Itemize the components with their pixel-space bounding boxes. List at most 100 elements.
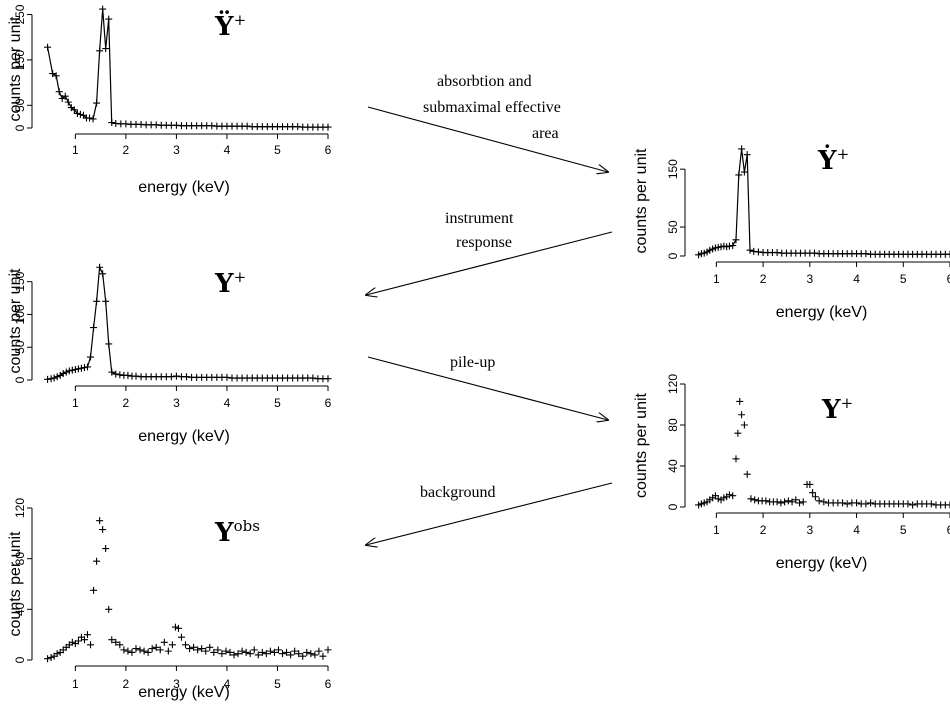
y-tick-label: 0	[666, 503, 680, 510]
y-tick-label: 150	[666, 159, 680, 179]
x-tick-label: 4	[224, 396, 231, 410]
data-point	[862, 500, 870, 508]
y-tick-label: 0	[13, 376, 27, 383]
data-point	[746, 246, 754, 254]
data-point	[743, 470, 751, 478]
y-tick-label: 0	[13, 656, 27, 663]
panel-title: Y+	[821, 394, 853, 425]
data-point	[132, 372, 140, 380]
chart-panel-y-dot-plus: 0 50 150 1 2 3 4 5 6 energy (keV) counts per unit Ẏ…	[633, 144, 950, 321]
data-point	[168, 641, 176, 649]
panel-title-main: Y	[821, 395, 841, 425]
panel-title-main: Ÿ	[214, 10, 234, 42]
y-tick-label: 120	[666, 374, 680, 394]
data-point	[77, 364, 85, 372]
x-tick-label: 5	[274, 677, 281, 691]
series-line	[47, 264, 328, 380]
data-point	[736, 397, 744, 405]
y-axis-label: counts per unit	[7, 268, 24, 374]
data-point	[303, 648, 311, 656]
data-point	[116, 641, 124, 649]
y-tick-label: 50	[666, 220, 680, 234]
data-point	[183, 373, 191, 381]
data-point	[68, 638, 76, 646]
data-point	[62, 368, 70, 376]
data-point	[47, 375, 55, 383]
data-point	[773, 249, 781, 257]
data-point	[190, 643, 198, 651]
panel-title: Yobs	[214, 517, 260, 548]
data-point	[83, 363, 91, 371]
data-point	[806, 480, 814, 488]
data-point	[93, 99, 101, 107]
data-point	[99, 526, 107, 534]
data-point	[108, 119, 116, 127]
x-tick-label: 1	[72, 677, 79, 691]
data-point	[274, 646, 282, 654]
data-point	[904, 500, 912, 508]
panel-title: Ẏ+	[817, 144, 849, 176]
data-point	[152, 643, 160, 651]
arrow-instrument-label-1: instrument	[445, 210, 514, 227]
arrow-pile-up-label: pile-up	[450, 354, 495, 371]
data-point	[324, 123, 332, 131]
x-tick-label: 4	[224, 143, 231, 157]
data-point	[750, 247, 758, 255]
y-tick-label: 80	[666, 418, 680, 432]
data-point	[738, 145, 746, 153]
y-tick-label: 40	[666, 459, 680, 473]
x-axis-label: energy (keV)	[138, 428, 230, 445]
data-point	[128, 648, 136, 656]
data-point	[206, 643, 214, 651]
data-point	[734, 429, 742, 437]
series-line	[47, 9, 328, 128]
data-point	[792, 496, 800, 504]
data-point	[226, 648, 234, 656]
data-point	[55, 88, 63, 96]
data-point	[65, 367, 73, 375]
data-point	[108, 368, 116, 376]
data-point	[50, 374, 58, 382]
panel-title: Ÿ+	[214, 10, 246, 42]
data-point	[74, 637, 82, 645]
data-point	[815, 497, 823, 505]
x-tick-label: 5	[274, 143, 281, 157]
x-tick-label: 1	[72, 396, 79, 410]
arrow-absorbtion-label-1: absorbtion and	[437, 73, 532, 90]
data-point	[222, 647, 230, 655]
x-tick-label: 5	[900, 272, 907, 286]
y-axis-label: counts per unit	[7, 16, 24, 122]
data-point	[93, 297, 101, 305]
data-point	[751, 496, 759, 504]
data-point	[234, 650, 242, 658]
data-point	[76, 110, 84, 118]
data-point	[89, 115, 97, 123]
data-point	[809, 489, 817, 497]
data-point	[68, 366, 76, 374]
data-point	[164, 647, 172, 655]
data-point	[71, 366, 79, 374]
data-point	[799, 498, 807, 506]
data-point	[315, 647, 323, 655]
chart-panel-y-obs: 0 40 80 120 1 2 3 4 5 6 energy (keV) counts per uni…	[7, 498, 332, 701]
data-point	[811, 493, 819, 501]
x-tick-label: 4	[853, 272, 860, 286]
data-point	[210, 648, 218, 656]
data-point	[73, 109, 81, 117]
x-tick-label: 1	[713, 272, 720, 286]
arrow-instrument-response: instrument response	[366, 210, 613, 295]
panel-title-superscript: +	[234, 11, 247, 29]
data-point	[102, 297, 110, 305]
data-point	[324, 646, 332, 654]
x-axis-label: energy (keV)	[776, 304, 868, 321]
x-tick-label: 6	[325, 143, 332, 157]
x-tick-label: 6	[325, 677, 332, 691]
data-point	[299, 652, 307, 660]
y-tick-label: 50	[13, 340, 27, 354]
panel-title-superscript: obs	[234, 517, 260, 535]
data-point	[105, 605, 113, 613]
data-point	[307, 650, 315, 658]
panel-title-superscript: +	[234, 268, 247, 286]
data-point	[319, 652, 327, 660]
data-point	[47, 653, 55, 661]
